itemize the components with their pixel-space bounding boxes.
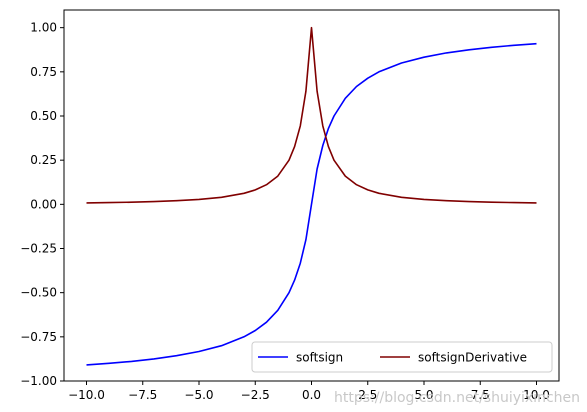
- x-tick-label: −10.0: [68, 388, 105, 402]
- x-tick-label: 10.0: [523, 388, 550, 402]
- y-tick-label: −0.50: [20, 286, 57, 300]
- x-tick-label: 0.0: [302, 388, 321, 402]
- y-tick-label: 0.00: [30, 197, 57, 211]
- y-tick-label: 0.50: [30, 109, 57, 123]
- y-tick-label: 0.75: [30, 65, 57, 79]
- x-tick-label: 7.5: [471, 388, 490, 402]
- plot-area: [64, 10, 559, 381]
- series-layer: [86, 26, 537, 366]
- y-tick-label: −0.25: [20, 242, 57, 256]
- legend-label-softsign: softsign: [296, 351, 343, 365]
- series-line-softsign-derivative: [86, 26, 537, 204]
- series-line-softsign: [86, 42, 537, 366]
- x-axis: −10.0 −7.5 −5.0 −2.5 0.0 2.5 5.0 7.5 10.0: [68, 381, 550, 402]
- x-tick-label: −2.5: [241, 388, 270, 402]
- legend-label-softsign-derivative: softsignDerivative: [418, 351, 527, 365]
- legend: softsign softsignDerivative: [251, 341, 553, 373]
- y-tick-label: 1.00: [30, 21, 57, 35]
- x-tick-label: 2.5: [358, 388, 377, 402]
- y-tick-label: −0.75: [20, 330, 57, 344]
- watermark: https://blog.csdn.net/shuiyixinchen: [334, 390, 580, 406]
- x-tick-label: 5.0: [414, 388, 433, 402]
- y-axis: −1.00 −0.75 −0.50 −0.25 0.00 0.25 0.50 0.75 1.00: [20, 21, 64, 388]
- x-tick-label: −5.0: [184, 388, 213, 402]
- y-tick-label: 0.25: [30, 153, 57, 167]
- x-tick-label: −7.5: [128, 388, 157, 402]
- y-tick-label: −1.00: [20, 374, 57, 388]
